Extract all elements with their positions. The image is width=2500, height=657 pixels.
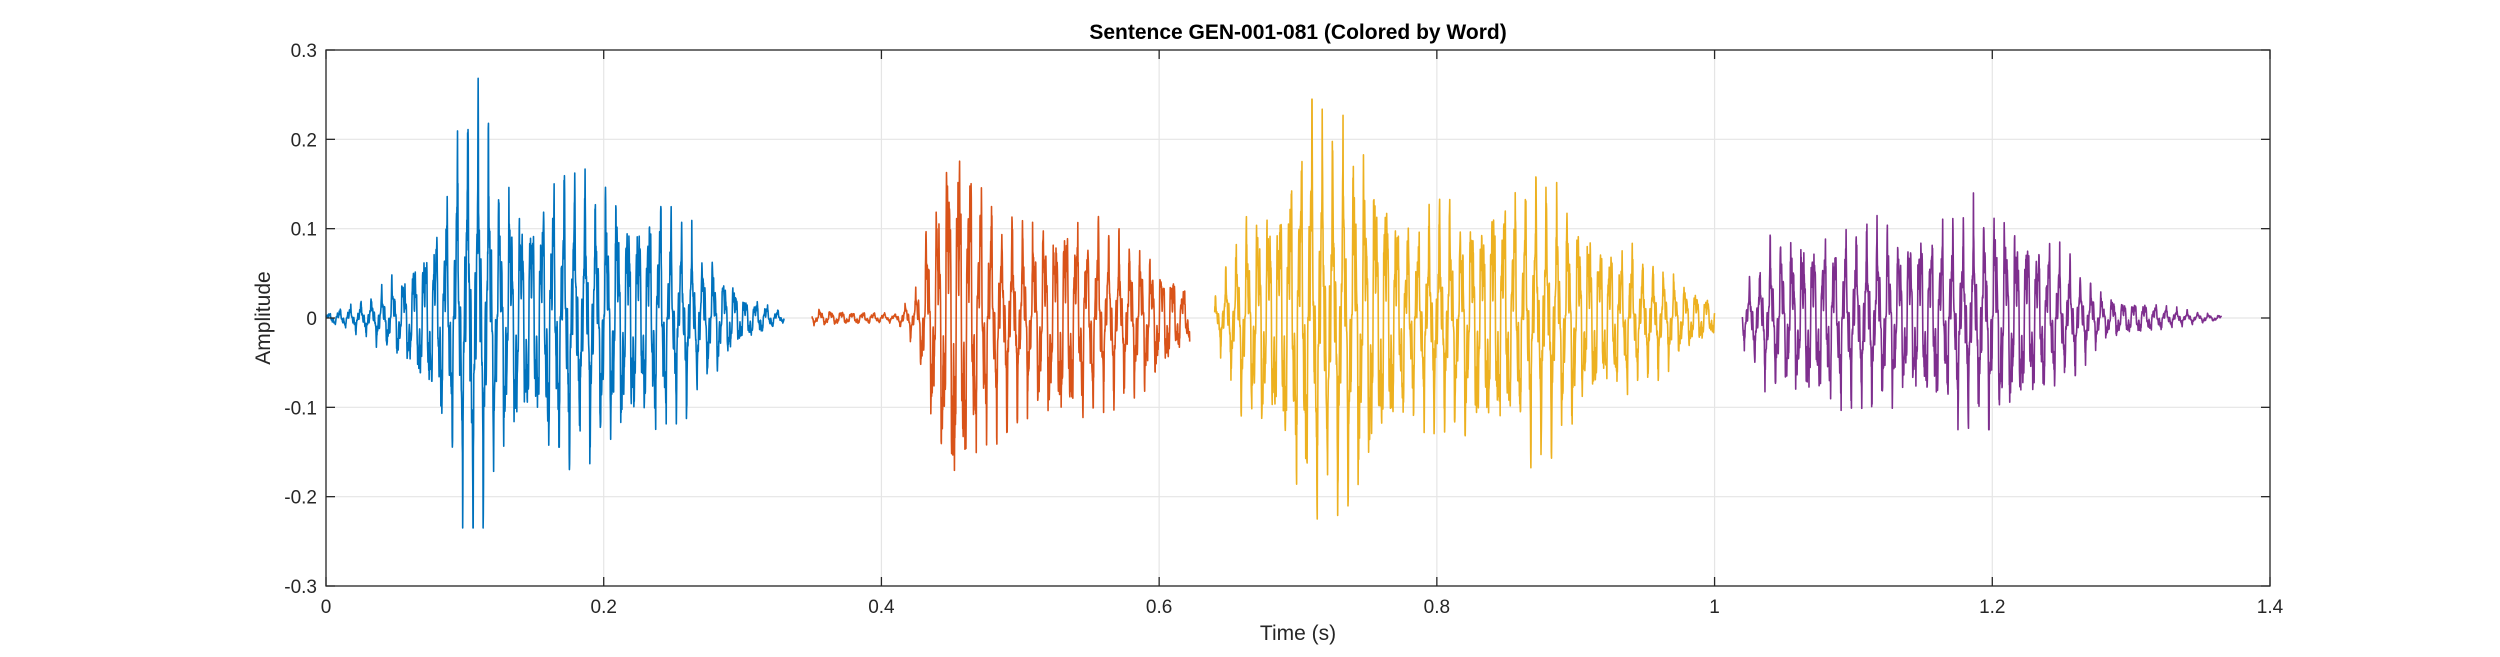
- y-tick-label: -0.1: [284, 398, 317, 419]
- waveform-series-4: [1741, 192, 2223, 431]
- y-tick-label: 0: [306, 309, 317, 330]
- waveform-series-2: [811, 160, 1191, 472]
- waveform-series-1: [325, 77, 785, 529]
- y-tick-label: 0.1: [291, 220, 317, 241]
- y-tick-label: 0.2: [291, 130, 317, 151]
- axes-box: [325, 49, 2271, 587]
- x-tick-label: 1.4: [2257, 597, 2284, 618]
- y-tick-label: -0.2: [284, 488, 317, 509]
- x-tick-label: 0: [321, 597, 332, 618]
- x-axis-label: Time (s): [1260, 622, 1336, 645]
- x-tick-label: 0.6: [1146, 597, 1172, 618]
- x-tick-label: 0.8: [1424, 597, 1450, 618]
- tick-labels: 0 0.2 0.4 0.6 0.8 1 1.2 1.4 0.3 0.2 0.1 0 -0.1 -0.2 -0…: [284, 41, 2283, 618]
- y-tick-label: -0.3: [284, 577, 317, 598]
- chart-title: Sentence GEN-001-081 (Colored by Word): [1089, 21, 1506, 44]
- x-tick-label: 1.2: [1979, 597, 2005, 618]
- x-tick-label: 1: [1709, 597, 1720, 618]
- plot-area: 0 0.2 0.4 0.6 0.8 1 1.2 1.4 0.3 0.2 0.1 0 -0.1 -0.2 -0…: [284, 41, 2283, 618]
- x-tick-label: 0.2: [591, 597, 617, 618]
- y-axis-label: Amplitude: [252, 271, 275, 364]
- y-tick-label: 0.3: [291, 41, 317, 62]
- x-tick-label: 0.4: [868, 597, 895, 618]
- waveform-series-3: [1213, 98, 1716, 520]
- series-layer: [325, 77, 2223, 529]
